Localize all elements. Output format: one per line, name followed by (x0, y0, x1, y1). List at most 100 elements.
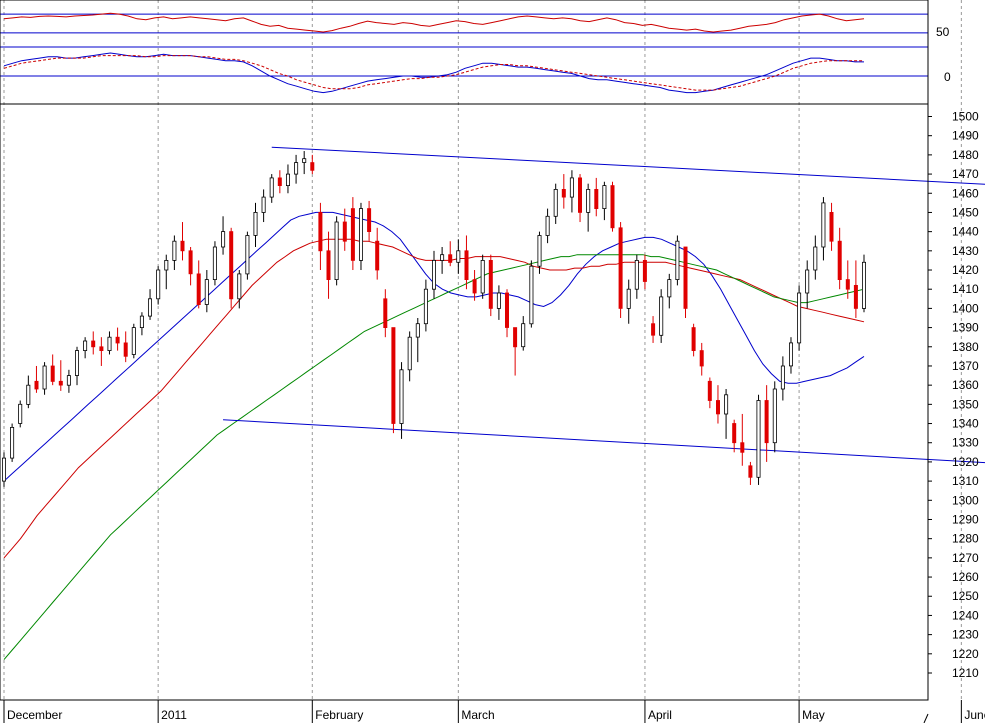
y-tick-label: 1260 (952, 570, 979, 584)
y-tick-label: 1230 (952, 628, 979, 642)
candle-body (756, 400, 761, 478)
y-tick-label: 1350 (952, 397, 979, 411)
y-tick-label: 1440 (952, 225, 979, 239)
candle-body (294, 162, 299, 175)
upper-channel-line (271, 146, 985, 185)
candle-body (123, 342, 128, 357)
y-tick-label: 1490 (952, 129, 979, 143)
candle-body (431, 259, 436, 290)
candle-body (772, 388, 777, 444)
x-tick-label: June (964, 708, 985, 722)
y-tick-label: 1480 (952, 148, 979, 162)
y-tick-label: 1310 (952, 474, 979, 488)
candle-body (91, 340, 96, 348)
y-tick-label: 1470 (952, 167, 979, 181)
y-tick-label: 1220 (952, 647, 979, 661)
y-tick-label: 1330 (952, 436, 979, 450)
candle-body (464, 250, 469, 281)
candle-body (2, 457, 7, 482)
candle-body (789, 342, 794, 367)
candle-body (350, 208, 355, 261)
candle-body (521, 323, 526, 348)
candle-body (764, 400, 769, 444)
candle-body (83, 340, 88, 352)
rsi-line (3, 12, 865, 33)
candle-body (367, 208, 372, 233)
candle-body (529, 265, 534, 325)
candle-body (358, 208, 363, 261)
candle-body (569, 177, 574, 198)
y-tick-label: 1320 (952, 455, 979, 469)
candle-body (642, 259, 647, 282)
candle-body (172, 240, 177, 261)
lower-channel-line (223, 419, 985, 464)
candle-body (634, 259, 639, 290)
candle-body (594, 188, 599, 209)
candle-body (837, 240, 842, 280)
price-panel (2, 146, 985, 660)
candle-body (821, 202, 826, 248)
candle-body (423, 288, 428, 325)
y-tick-label: 1280 (952, 532, 979, 546)
y-tick-label: 1390 (952, 321, 979, 335)
candle-body (610, 185, 615, 229)
candle-body (748, 465, 753, 478)
rsi-panel (0, 12, 928, 34)
candle-body (732, 423, 737, 444)
candle-body (237, 273, 242, 300)
candle-body (407, 336, 412, 371)
candle-body (651, 323, 656, 336)
x-tick-label: May (802, 708, 825, 722)
y-tick-label: 1400 (952, 301, 979, 315)
x-tick-label: March (461, 708, 494, 722)
y-tick-label: 1210 (952, 666, 979, 680)
axis-layer: December2011FebruaryMarchAprilMayJuneJul… (3, 25, 985, 724)
candle-body (107, 336, 112, 352)
candle-body (75, 350, 80, 376)
y-tick-label: 1360 (952, 378, 979, 392)
candle-body (334, 221, 339, 280)
candle-body (618, 227, 623, 309)
macd-tick-label: 0 (944, 70, 951, 84)
candle-body (586, 188, 591, 213)
candle-body (66, 375, 71, 386)
y-tick-label: 1270 (952, 551, 979, 565)
candle-body (780, 365, 785, 390)
candle-body (383, 298, 388, 328)
candle-body (602, 185, 607, 210)
candle-body (707, 380, 712, 401)
candle-body (545, 215, 550, 236)
candle-body (164, 259, 169, 271)
candle-body (829, 211, 834, 242)
candle-body (310, 162, 315, 171)
rsi-tick-label: 50 (936, 25, 950, 39)
candle-body (448, 254, 453, 263)
candle-body (139, 315, 144, 329)
y-tick-label: 1380 (952, 340, 979, 354)
macd-signal-line (3, 55, 864, 91)
candle-body (626, 288, 631, 309)
y-tick-label: 1370 (952, 359, 979, 373)
x-axis-end-mark (923, 713, 929, 724)
candle-body (196, 273, 201, 305)
candle-body (561, 188, 566, 198)
candle-body (496, 292, 501, 309)
candle-body (399, 369, 404, 424)
candle-body (261, 196, 266, 213)
candle-body (504, 292, 509, 328)
candle-body (537, 235, 542, 267)
candle-body (480, 259, 485, 294)
candle-body (853, 284, 858, 309)
candle-body (221, 231, 226, 248)
candle-body (253, 211, 258, 236)
candle-body (342, 221, 347, 242)
candle-body (675, 240, 680, 280)
candle-body (58, 380, 63, 386)
candle-body (691, 327, 696, 352)
macd-line (3, 52, 864, 94)
grid-layer (3, 0, 962, 700)
candle-body (245, 235, 250, 275)
candle-body (440, 254, 445, 261)
x-tick-label: April (648, 708, 672, 722)
